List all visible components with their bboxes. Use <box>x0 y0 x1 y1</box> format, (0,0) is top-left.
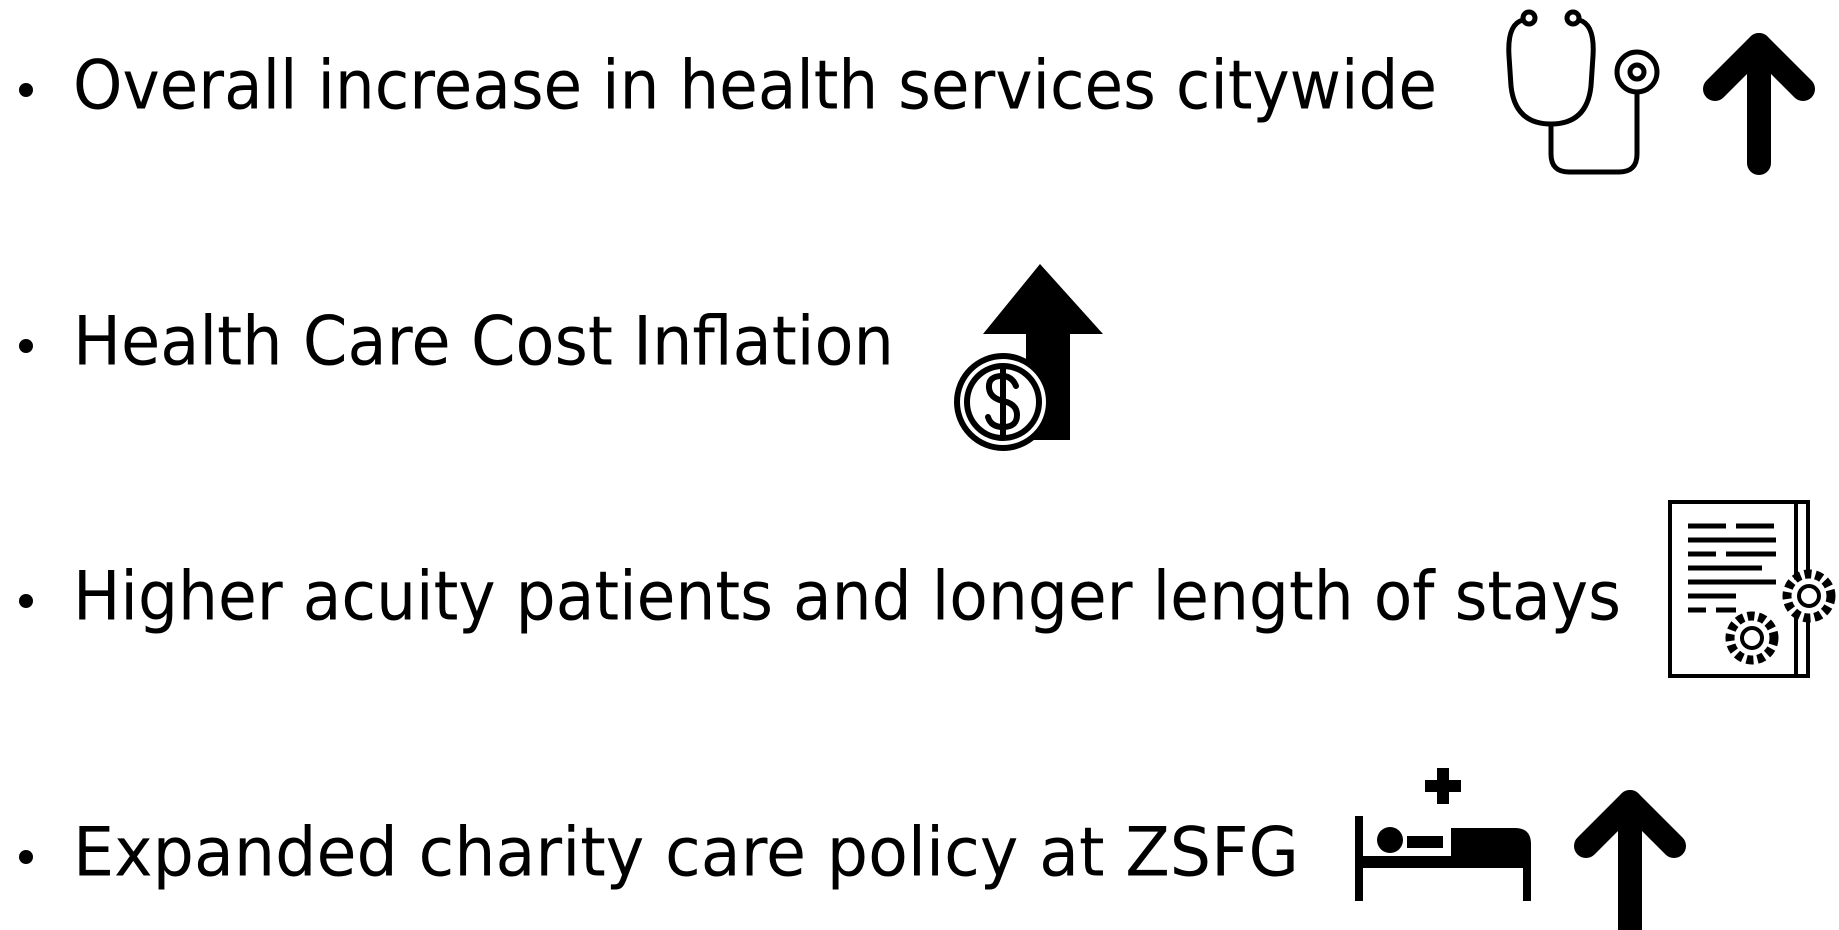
up-arrow-icon <box>1703 33 1815 175</box>
cost-up-icon <box>954 264 1103 451</box>
bullet <box>19 850 33 864</box>
bullet <box>19 83 33 97</box>
bullet-text: Overall increase in health services city… <box>73 47 1437 126</box>
document-gears-icon <box>1668 500 1836 678</box>
up-arrow-icon <box>1574 790 1686 930</box>
bullet <box>19 594 33 608</box>
hospital-bed-icon <box>1355 768 1531 901</box>
bullet-text: Health Care Cost Inflation <box>73 303 894 382</box>
bullet-text: Expanded charity care policy at ZSFG <box>73 814 1299 893</box>
bullet-text: Higher acuity patients and longer length… <box>73 558 1621 637</box>
stethoscope-icon <box>1506 9 1660 175</box>
bullet <box>19 339 33 353</box>
